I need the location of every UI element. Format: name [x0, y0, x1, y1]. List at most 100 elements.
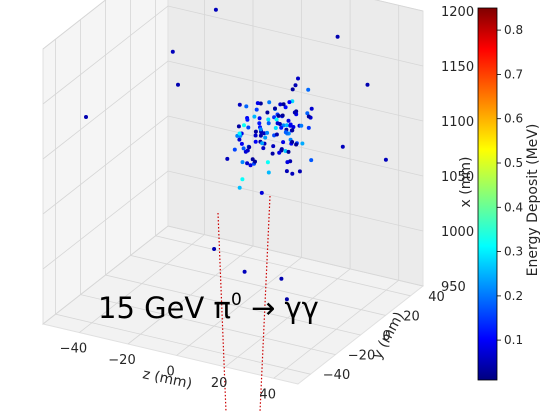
data-point [290, 87, 295, 92]
data-point [284, 169, 289, 174]
data-point [277, 150, 282, 155]
x-tick-label: 950 [441, 280, 466, 295]
data-point [253, 133, 258, 138]
data-point [258, 101, 263, 106]
data-point [280, 113, 285, 118]
data-point [288, 123, 293, 128]
data-point [306, 125, 311, 130]
data-point [283, 130, 288, 135]
colorbar-tick-label: 0.6 [504, 112, 523, 126]
grid-line-x [42, 5, 424, 105]
data-point [266, 170, 271, 175]
data-point [279, 276, 284, 281]
data-point [300, 141, 305, 146]
data-point [283, 105, 288, 110]
data-point [240, 177, 245, 182]
data-point [286, 149, 291, 154]
data-point [237, 185, 242, 190]
data-point [266, 121, 271, 126]
data-point [294, 142, 299, 147]
colorbar-ticks: 0.1 0.2 0.3 0.4 0.5 0.6 0.7 0.8 [497, 23, 523, 347]
data-point [237, 102, 242, 107]
data-point [305, 111, 310, 116]
z-tick-label: 20 [211, 376, 228, 391]
data-point [335, 34, 340, 39]
data-point [274, 132, 279, 137]
data-point [252, 114, 257, 119]
data-point [240, 160, 245, 165]
data-point [309, 106, 314, 111]
colorbar-tick-label: 0.5 [504, 156, 523, 170]
data-point [290, 140, 295, 144]
z-tick-label: −20 [108, 353, 135, 368]
data-point [299, 123, 304, 128]
grid-line-x [42, 60, 424, 160]
data-point [244, 104, 249, 109]
colorbar-tick-label: 0.3 [504, 245, 523, 259]
colorbar-tick-label: 0.4 [504, 200, 523, 214]
data-point [279, 125, 284, 130]
data-points [84, 7, 388, 302]
chart-title-post: → γγ [241, 291, 319, 325]
data-point [84, 115, 88, 119]
data-point [212, 247, 217, 251]
grid-line-x [42, 170, 424, 270]
y-tick-label: 0 [382, 329, 390, 344]
data-point [170, 49, 175, 54]
data-point [281, 140, 286, 145]
z-axis-label: z (mm) [141, 366, 193, 392]
data-point [255, 101, 260, 106]
data-point [243, 149, 248, 154]
grid-line-x [42, 115, 424, 215]
data-point [279, 147, 284, 152]
data-point [257, 121, 262, 126]
data-point [365, 82, 370, 87]
data-point [254, 107, 259, 112]
data-point [258, 133, 263, 138]
y-tick-label: 40 [428, 290, 445, 305]
data-point [284, 297, 289, 302]
data-point [306, 87, 311, 92]
data-point [257, 116, 262, 121]
data-point [248, 163, 253, 168]
data-point [383, 157, 388, 162]
data-point [263, 135, 268, 140]
data-point [283, 149, 288, 153]
colorbar-tick-label: 0.1 [504, 333, 523, 347]
data-point [265, 130, 270, 135]
data-point [285, 160, 290, 165]
data-point [287, 100, 292, 105]
data-point [306, 114, 311, 119]
colorbar-tick-label: 0.8 [504, 23, 523, 37]
data-point [265, 160, 270, 165]
data-point [309, 158, 314, 163]
data-point [290, 128, 295, 133]
track-line [217, 212, 227, 412]
colorbar [477, 7, 498, 381]
z-tick-label: 0 [166, 364, 174, 379]
grid-lines [42, 0, 424, 379]
data-point [239, 141, 244, 146]
data-point [273, 126, 278, 130]
y-tick-label: 20 [403, 309, 420, 324]
data-point [253, 139, 258, 144]
data-point [259, 190, 264, 195]
data-point [258, 127, 263, 132]
data-point [176, 82, 180, 87]
data-point [292, 110, 297, 115]
data-point [275, 121, 280, 126]
axes-panes [41, 0, 425, 385]
photon-tracks [217, 195, 271, 412]
x-tick-label: 1000 [441, 225, 474, 240]
data-point [237, 131, 242, 136]
data-point [267, 100, 272, 105]
data-point [213, 7, 218, 12]
chart-title-sup: 0 [230, 290, 242, 310]
data-point [296, 76, 300, 81]
x-tick-label: 1050 [441, 170, 474, 185]
data-point [232, 147, 237, 152]
data-point [260, 141, 265, 146]
data-point [237, 137, 242, 142]
colorbar-tick-label: 0.2 [504, 289, 523, 303]
